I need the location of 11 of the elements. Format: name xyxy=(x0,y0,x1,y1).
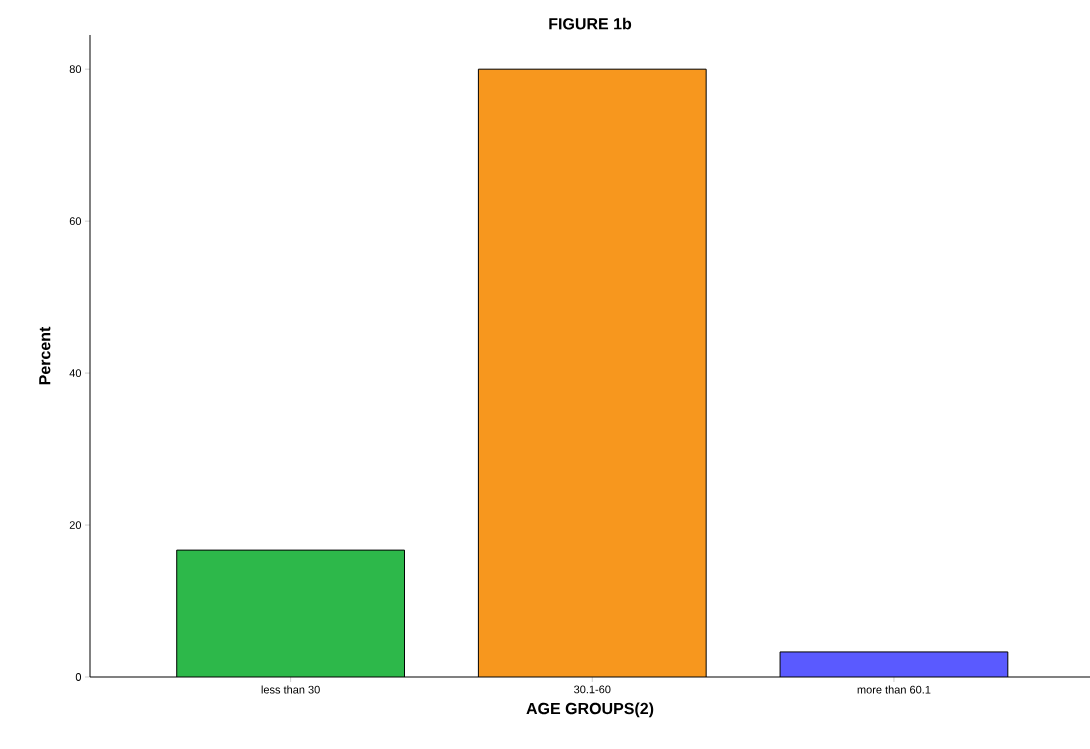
y-tick-label: 80 xyxy=(69,65,82,74)
x-tick-label: more than 60.1 xyxy=(857,685,931,694)
chart-title: FIGURE 1b xyxy=(549,17,632,30)
y-axis-title: Percent xyxy=(39,326,51,385)
x-tick-label: 30.1-60 xyxy=(574,685,611,694)
x-tick-label: less than 30 xyxy=(261,685,320,694)
y-tick-label: 20 xyxy=(69,521,82,529)
y-tick-label: 40 xyxy=(69,369,82,377)
y-tick-label: 60 xyxy=(69,217,82,226)
y-tick-label: 0 xyxy=(75,673,82,681)
x-axis-title: AGE GROUPS(2) xyxy=(526,702,654,718)
